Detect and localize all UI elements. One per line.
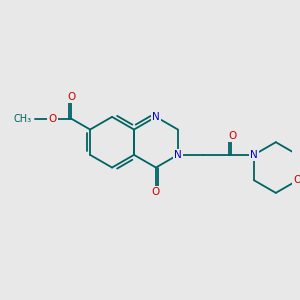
Text: N: N [250,150,258,160]
Text: N: N [174,150,182,160]
Text: O: O [152,187,160,197]
Text: O: O [67,92,76,102]
Text: CH₃: CH₃ [14,114,32,124]
Text: O: O [48,114,57,124]
Text: O: O [294,175,300,185]
Text: N: N [152,112,160,122]
Text: O: O [228,131,237,141]
